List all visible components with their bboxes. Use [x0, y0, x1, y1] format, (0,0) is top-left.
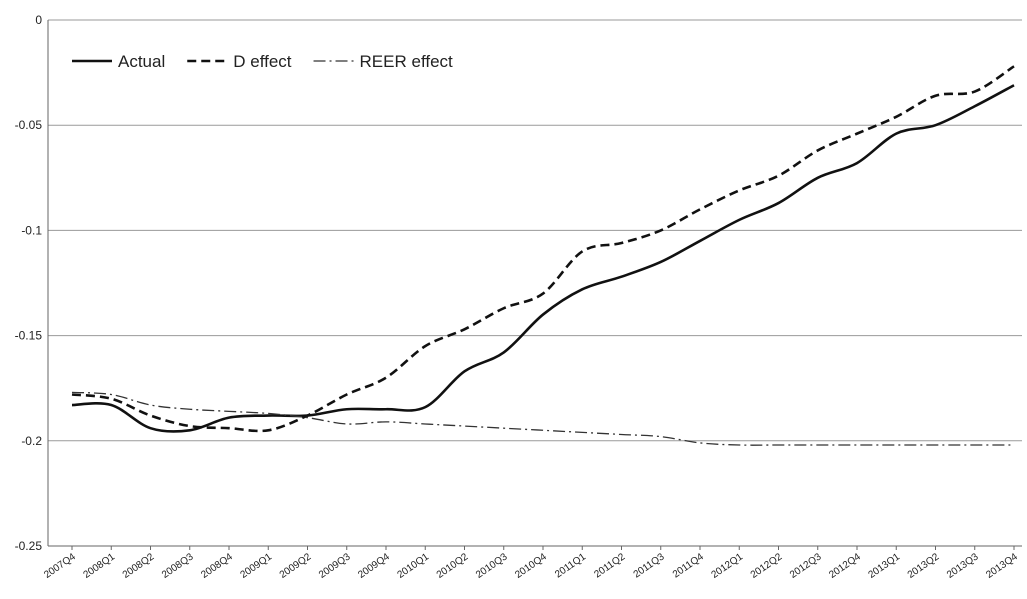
x-tick-label: 2008Q1	[82, 551, 118, 581]
series-line-actual	[71, 84, 1015, 433]
gridlines	[48, 19, 1022, 442]
y-tick-label: -0.25	[15, 539, 43, 553]
x-tick-label: 2012Q1	[710, 551, 746, 581]
x-tick-label: 2010Q1	[396, 551, 432, 581]
x-tick-label: 2009Q4	[356, 551, 392, 581]
y-tick-label: -0.2	[21, 434, 42, 448]
axes	[47, 20, 1022, 547]
x-tick-label: 2012Q4	[827, 551, 863, 581]
x-tick-label: 2013Q4	[984, 551, 1020, 581]
x-tick-label: 2011Q4	[671, 551, 706, 580]
y-tick-label: 0	[35, 13, 42, 27]
x-tick-label: 2008Q3	[160, 551, 196, 581]
x-tick-label: 2010Q2	[435, 551, 471, 581]
x-tick-label: 2008Q2	[121, 551, 157, 581]
x-tick-label: 2009Q3	[317, 551, 353, 581]
y-tick-label: -0.1	[21, 223, 42, 237]
legend-label: D effect	[233, 52, 292, 71]
x-tick-label: 2011Q1	[553, 551, 588, 580]
x-tick-label: 2013Q1	[867, 551, 903, 581]
series-line-d-effect	[71, 65, 1015, 433]
x-tick-label: 2011Q3	[632, 551, 667, 580]
y-axis-ticks: 0 -0.05 -0.1 -0.15 -0.2 -0.25	[15, 13, 43, 553]
x-tick-label: 2010Q4	[513, 551, 549, 581]
x-tick-label: 2011Q2	[592, 551, 627, 580]
x-tick-label: 2009Q2	[278, 551, 314, 581]
series-line-reer-effect	[71, 391, 1014, 446]
x-tick-label: 2012Q3	[788, 551, 824, 581]
x-tick-label: 2012Q2	[749, 551, 785, 581]
x-tick-label: 2008Q4	[199, 551, 235, 581]
legend: Actual D effect REER effect	[72, 52, 453, 71]
x-tick-label: 2009Q1	[239, 551, 275, 581]
x-tick-label: 2013Q3	[945, 551, 981, 581]
x-tick-label: 2010Q3	[474, 551, 510, 581]
x-tick-label: 2013Q2	[906, 551, 942, 581]
legend-label: REER effect	[360, 52, 454, 71]
series-lines	[71, 65, 1015, 446]
y-tick-label: -0.05	[15, 118, 43, 132]
y-tick-label: -0.15	[15, 329, 43, 343]
x-tick-label: 2007Q4	[42, 551, 78, 581]
x-axis-ticks: 2007Q4 2008Q1 2008Q2 2008Q3 2008Q4 2009Q1 2009…	[42, 546, 1020, 581]
legend-label: Actual	[118, 52, 165, 71]
